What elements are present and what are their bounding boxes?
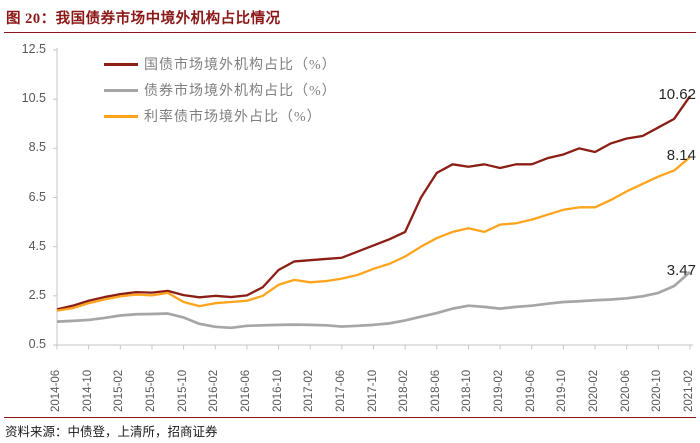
legend-item-treasury: 国债市场境外机构占比（%） [104, 51, 337, 77]
x-tick-label: 2016-02 [208, 369, 221, 412]
series-end-label: 8.14 [666, 147, 696, 165]
x-tick-label: 2014-06 [50, 369, 62, 412]
x-tick-label: 2020-02 [588, 369, 601, 412]
x-tick-label: 2019-06 [524, 369, 537, 412]
x-tick-label: 2015-10 [176, 369, 189, 412]
bond-market-line-swatch [104, 88, 138, 92]
series-line-0 [56, 95, 691, 311]
treasury-line-swatch [104, 62, 138, 66]
source-note: 资料来源：中债登，上清所，招商证券 [5, 425, 218, 439]
x-tick-label: 2014-10 [81, 369, 94, 412]
x-tick-label: 2019-02 [493, 369, 506, 412]
series-end-label: 3.47 [666, 261, 696, 279]
x-tick-label: 2020-10 [651, 369, 664, 412]
x-tick-label: 2016-06 [239, 369, 252, 412]
x-tick-label: 2021-02 [683, 369, 695, 412]
x-tick-label: 2015-02 [113, 369, 126, 412]
series-line-2 [56, 156, 691, 312]
x-tick-label: 2018-02 [398, 369, 411, 412]
legend-item-bond-market: 债券市场境外机构占比（%） [104, 77, 337, 103]
x-tick-label: 2016-10 [271, 369, 284, 412]
x-tick-label: 2020-06 [619, 369, 632, 412]
y-tick-label: 2.5 [28, 287, 46, 302]
source-divider [4, 417, 696, 418]
chart-legend: 国债市场境外机构占比（%） 债券市场境外机构占比（%） 利率债市场境外占比（%） [104, 51, 337, 129]
series-line-1 [56, 270, 691, 330]
x-tick-label: 2017-06 [334, 369, 347, 412]
x-tick-label: 2017-02 [303, 369, 316, 412]
x-tick-label: 2018-06 [429, 369, 442, 412]
legend-label: 国债市场境外机构占比（%） [144, 58, 337, 73]
legend-label: 利率债市场境外占比（%） [144, 110, 322, 125]
figure-title: 图 20：我国债券市场中境外机构占比情况 [6, 11, 281, 27]
x-tick-label: 2017-10 [366, 369, 379, 412]
rate-bond-line-swatch [104, 114, 138, 118]
y-tick-label: 6.5 [28, 189, 46, 204]
x-tick-label: 2018-10 [461, 369, 474, 412]
y-tick-label: 12.5 [21, 42, 46, 56]
y-tick-label: 4.5 [28, 238, 46, 253]
x-tick-label: 2019-10 [556, 369, 569, 412]
legend-item-rate-bond: 利率债市场境外占比（%） [104, 103, 337, 129]
series-end-label: 10.62 [658, 86, 696, 104]
legend-label: 债券市场境外机构占比（%） [144, 84, 337, 99]
title-divider [4, 32, 696, 33]
x-tick-label: 2015-06 [144, 369, 157, 412]
y-tick-label: 10.5 [21, 91, 46, 106]
y-tick-label: 0.5 [28, 337, 46, 351]
y-tick-label: 8.5 [28, 140, 46, 155]
